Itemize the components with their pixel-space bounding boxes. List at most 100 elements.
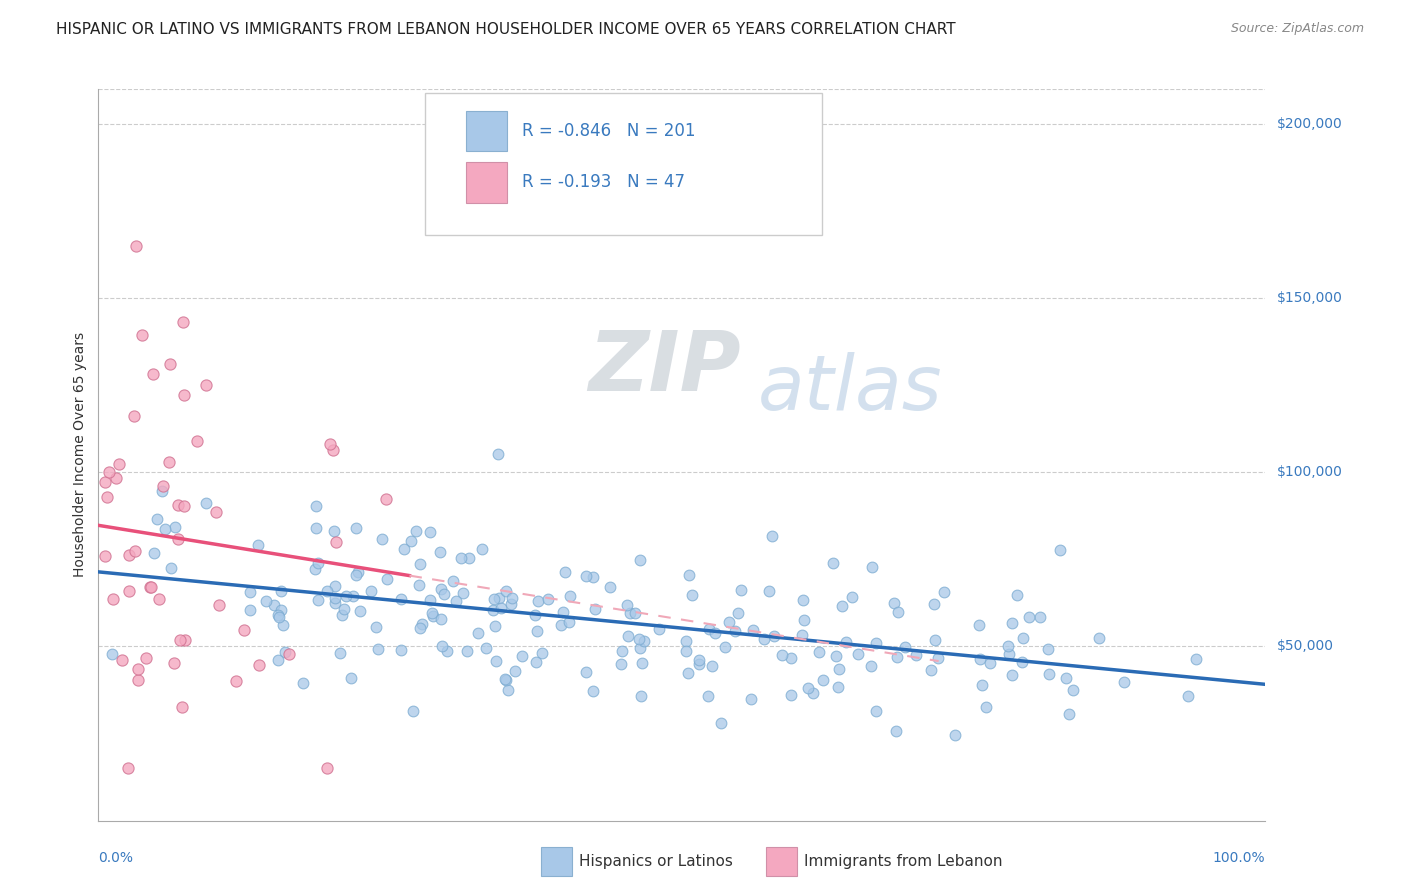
Point	[779, 688, 801, 702]
Point	[429, 544, 451, 558]
Point	[808, 645, 831, 659]
Point	[688, 653, 710, 667]
Point	[865, 636, 887, 650]
Point	[998, 647, 1021, 661]
Point	[342, 589, 364, 603]
Point	[173, 388, 195, 402]
Point	[793, 613, 815, 627]
Point	[648, 622, 671, 636]
Point	[153, 522, 176, 536]
Point	[681, 589, 703, 603]
Point	[430, 612, 453, 626]
Point	[360, 584, 382, 599]
Point	[274, 645, 297, 659]
Point	[323, 524, 346, 538]
Point	[139, 580, 162, 594]
Point	[127, 673, 149, 687]
Point	[399, 534, 422, 549]
Point	[575, 665, 598, 679]
Point	[526, 624, 548, 638]
Point	[860, 560, 883, 574]
Point	[170, 699, 193, 714]
Text: atlas: atlas	[758, 352, 942, 426]
Point	[678, 567, 700, 582]
Point	[495, 673, 517, 687]
Point	[512, 648, 534, 663]
Text: Source: ZipAtlas.com: Source: ZipAtlas.com	[1230, 22, 1364, 36]
Point	[582, 684, 605, 698]
Point	[271, 618, 294, 632]
Point	[823, 557, 845, 571]
Point	[344, 568, 367, 582]
Point	[325, 535, 347, 549]
Point	[456, 644, 478, 658]
Point	[624, 606, 647, 620]
Point	[758, 583, 780, 598]
Point	[118, 549, 141, 563]
Point	[1029, 610, 1052, 624]
Point	[831, 599, 853, 614]
Point	[714, 640, 737, 654]
Point	[291, 676, 314, 690]
FancyBboxPatch shape	[465, 162, 508, 202]
Point	[1054, 671, 1077, 685]
Point	[1038, 667, 1060, 681]
Point	[710, 716, 733, 731]
Point	[267, 607, 290, 622]
Point	[118, 583, 141, 598]
Point	[610, 657, 633, 671]
Point	[173, 632, 195, 647]
Point	[467, 626, 489, 640]
Point	[208, 599, 231, 613]
Point	[675, 644, 697, 658]
Point	[920, 663, 942, 677]
Point	[429, 582, 451, 597]
Point	[254, 594, 277, 608]
Point	[883, 596, 905, 610]
Point	[344, 521, 367, 535]
Point	[970, 678, 993, 692]
Text: $150,000: $150,000	[1277, 291, 1343, 305]
Point	[700, 659, 723, 673]
Point	[824, 648, 846, 663]
Point	[828, 662, 851, 676]
Point	[527, 594, 550, 608]
Point	[239, 585, 262, 599]
Point	[436, 643, 458, 657]
Point	[117, 761, 139, 775]
Point	[997, 639, 1019, 653]
Text: Hispanics or Latinos: Hispanics or Latinos	[579, 855, 733, 869]
Point	[420, 606, 443, 620]
Point	[779, 651, 801, 665]
Point	[1112, 674, 1135, 689]
Point	[841, 590, 863, 604]
Text: R = -0.846   N = 201: R = -0.846 N = 201	[522, 122, 696, 140]
Point	[108, 457, 131, 471]
Point	[886, 650, 908, 665]
Point	[247, 658, 270, 673]
Point	[616, 628, 638, 642]
Point	[163, 656, 186, 670]
Point	[485, 654, 508, 668]
Point	[974, 699, 997, 714]
Point	[524, 655, 547, 669]
Point	[494, 672, 516, 686]
Point	[633, 634, 655, 648]
Point	[811, 673, 834, 687]
Text: 100.0%: 100.0%	[1213, 851, 1265, 865]
Point	[501, 597, 523, 611]
Point	[704, 625, 727, 640]
Y-axis label: Householder Income Over 65 years: Householder Income Over 65 years	[73, 333, 87, 577]
Point	[792, 593, 814, 607]
Text: ZIP: ZIP	[589, 326, 741, 408]
Point	[582, 570, 605, 584]
Point	[278, 648, 301, 662]
Point	[97, 465, 120, 479]
Point	[486, 447, 509, 461]
Point	[723, 624, 745, 639]
Point	[335, 589, 357, 603]
Point	[105, 471, 128, 485]
Point	[688, 657, 710, 672]
Point	[484, 619, 506, 633]
Point	[267, 653, 290, 667]
